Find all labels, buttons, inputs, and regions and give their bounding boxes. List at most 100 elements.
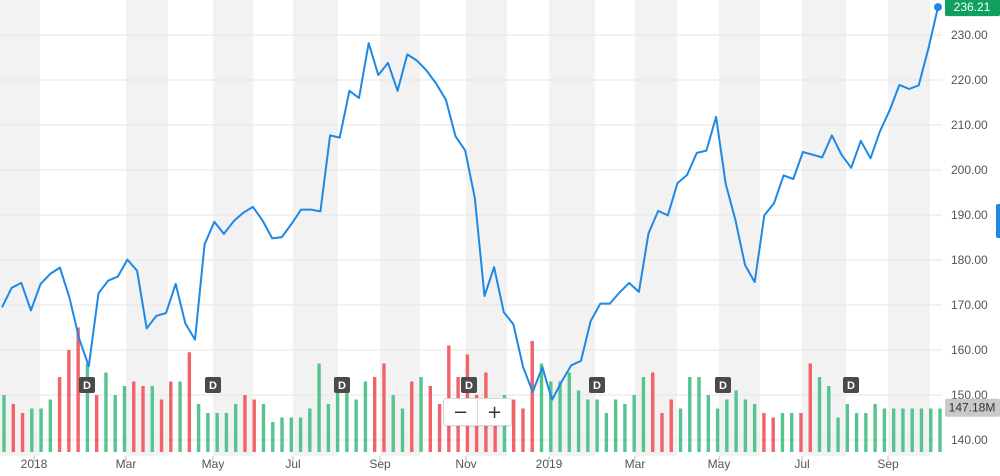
dividend-label: D [83, 380, 91, 392]
time-bands [0, 0, 930, 456]
x-tick-label: 2018 [21, 457, 48, 471]
volume-bar [836, 417, 840, 452]
volume-bar [335, 377, 340, 452]
grid-lines [0, 34, 942, 441]
volume-bar [752, 404, 757, 452]
volume-bar [372, 377, 377, 452]
volume-bar [150, 386, 154, 452]
volume-bar [85, 363, 90, 452]
zoom-controls: − + [443, 398, 512, 426]
volume-bar [196, 404, 201, 452]
x-tick-label: Jul [794, 457, 809, 471]
volume-bar [641, 377, 646, 452]
volume-bar [122, 386, 127, 452]
price-series-line [1, 6, 939, 401]
y-tick-label: 220.00 [951, 73, 988, 87]
dividend-marker[interactable]: D [334, 377, 350, 393]
volume-bar [595, 399, 599, 452]
time-band [888, 0, 930, 456]
y-tick-label: 160.00 [951, 343, 988, 357]
volume-bar [326, 404, 331, 452]
volume-bar [790, 413, 794, 452]
volume-bar [549, 381, 553, 452]
volume-bar [132, 381, 136, 452]
volume-bar [762, 413, 766, 452]
volume-bar [882, 408, 887, 452]
volume-bar [48, 399, 53, 452]
dividend-label: D [847, 380, 855, 392]
volume-bar [30, 408, 34, 452]
volume-bar [391, 395, 395, 452]
volume-bar [558, 381, 562, 452]
dividend-marker[interactable]: D [461, 377, 477, 393]
volume-bar [623, 404, 627, 452]
time-band [0, 0, 40, 456]
volume-bar [354, 399, 358, 452]
volume-bar [280, 417, 284, 452]
volume-bar [873, 404, 877, 452]
panel-toggle-handle[interactable] [996, 204, 1000, 238]
volume-bar [169, 381, 173, 452]
volume-bar [817, 377, 822, 452]
volume-bar [298, 417, 303, 452]
x-tick-label: May [202, 457, 225, 471]
volume-bar [604, 413, 609, 452]
volume-bar [632, 395, 636, 452]
y-tick-label: 170.00 [951, 298, 988, 312]
volume-bar [2, 395, 6, 452]
x-tick-label: Jul [285, 457, 300, 471]
y-axis: 140.00 150.00 160.00 170.00 180.00 190.00 200.… [951, 28, 988, 447]
dividend-marker[interactable]: D [589, 377, 605, 393]
time-band [126, 0, 168, 456]
volume-bar [419, 377, 423, 452]
y-tick-label: 210.00 [951, 118, 988, 132]
dividend-marker[interactable]: D [843, 377, 859, 393]
volume-bar [428, 386, 432, 452]
volume-bar [697, 377, 701, 452]
volume-bar [586, 399, 590, 452]
volume-bar [706, 395, 711, 452]
volume-bar [11, 404, 15, 452]
volume-bar [734, 390, 738, 452]
zoom-in-button[interactable]: + [486, 401, 503, 423]
volume-bar [215, 413, 219, 452]
zoom-out-button[interactable]: − [444, 399, 478, 425]
volume-bar [57, 377, 62, 452]
last-price-badge: 236.21 [945, 0, 1000, 17]
value-badges: 236.21 147.18M [945, 0, 1000, 417]
x-tick-label: Nov [455, 457, 476, 471]
volume-bar [104, 372, 108, 452]
volume-bar [827, 386, 831, 452]
dividend-marker[interactable]: D [79, 377, 95, 393]
y-tick-label: 230.00 [951, 28, 988, 42]
volume-bar [67, 350, 71, 452]
x-tick-label: 2019 [536, 457, 563, 471]
last-price-point [934, 3, 942, 12]
dividend-label: D [465, 380, 473, 392]
volume-bar [345, 390, 349, 452]
volume-bar [39, 408, 43, 452]
volume-bar [261, 404, 266, 452]
dividend-marker[interactable]: D [205, 377, 221, 393]
price-line [1, 3, 942, 401]
volume-bar [437, 404, 442, 452]
volume-bar [400, 408, 405, 452]
y-tick-label: 180.00 [951, 253, 988, 267]
volume-bar [308, 408, 312, 452]
volume-bar [141, 386, 145, 452]
volume-bar [410, 381, 414, 452]
volume-bar [771, 417, 775, 452]
volume-bar [660, 413, 664, 452]
volume-bar [808, 363, 812, 452]
volume-bar [113, 395, 117, 452]
volume-bar [669, 399, 673, 452]
last-price-label: 236.21 [954, 0, 991, 14]
volume-bar [799, 413, 803, 452]
y-tick-label: 140.00 [951, 433, 988, 447]
volume-bar [76, 327, 80, 452]
volume-bar [929, 408, 933, 452]
volume-bar [159, 399, 164, 452]
dividend-marker[interactable]: D [715, 377, 731, 393]
